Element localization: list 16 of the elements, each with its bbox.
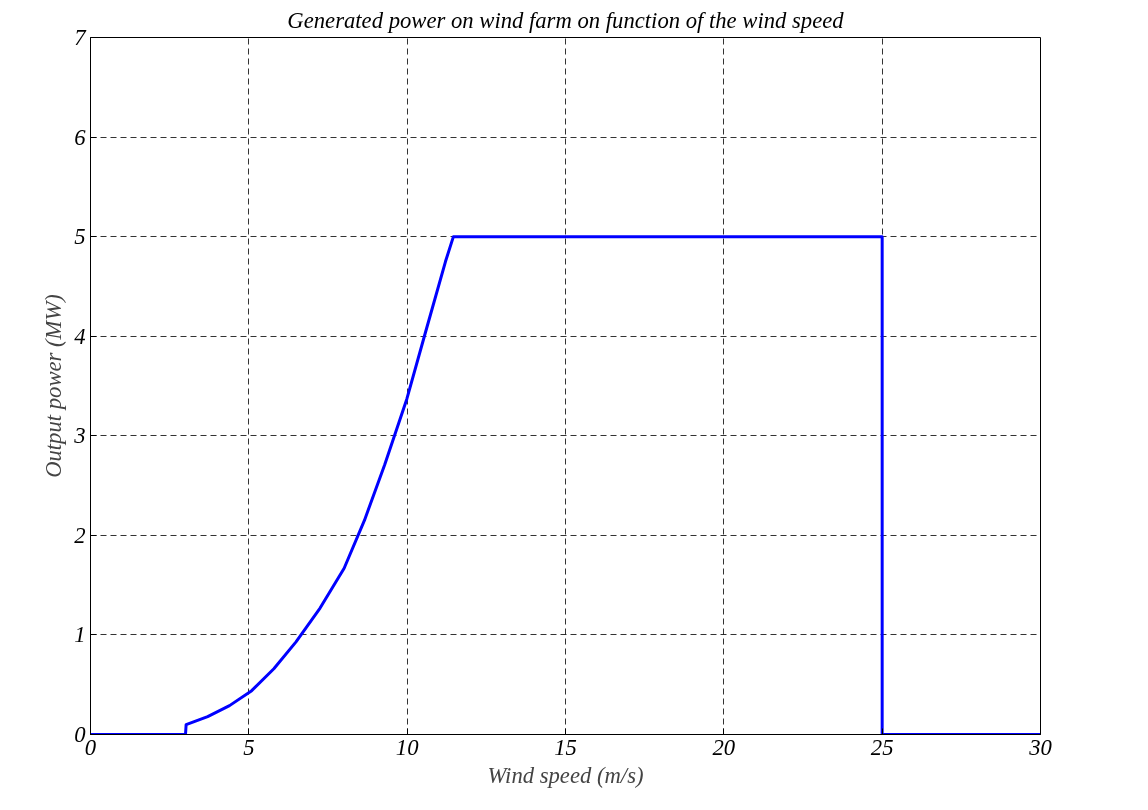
y-tick-label: 6 [74, 124, 87, 150]
x-tick-label: 30 [1028, 734, 1053, 760]
y-tick-label: 2 [74, 522, 86, 548]
y-tick-label: 1 [74, 622, 86, 648]
x-tick-label: 20 [712, 734, 736, 760]
y-tick-label: 4 [74, 323, 86, 349]
x-tick-label: 25 [870, 734, 894, 760]
y-tick-label: 3 [73, 423, 86, 449]
y-tick-label: 5 [74, 224, 86, 250]
y-axis-title: Output power (MW) [41, 294, 67, 478]
y-tick-label: 7 [74, 25, 88, 50]
x-tick-label: 5 [243, 734, 255, 760]
x-axis-title: Wind speed (m/s) [487, 762, 644, 788]
x-tick-label: 10 [395, 734, 420, 760]
chart-title: Generated power on wind farm on function of the wind speed [287, 7, 845, 33]
x-tick-label: 15 [554, 734, 577, 760]
